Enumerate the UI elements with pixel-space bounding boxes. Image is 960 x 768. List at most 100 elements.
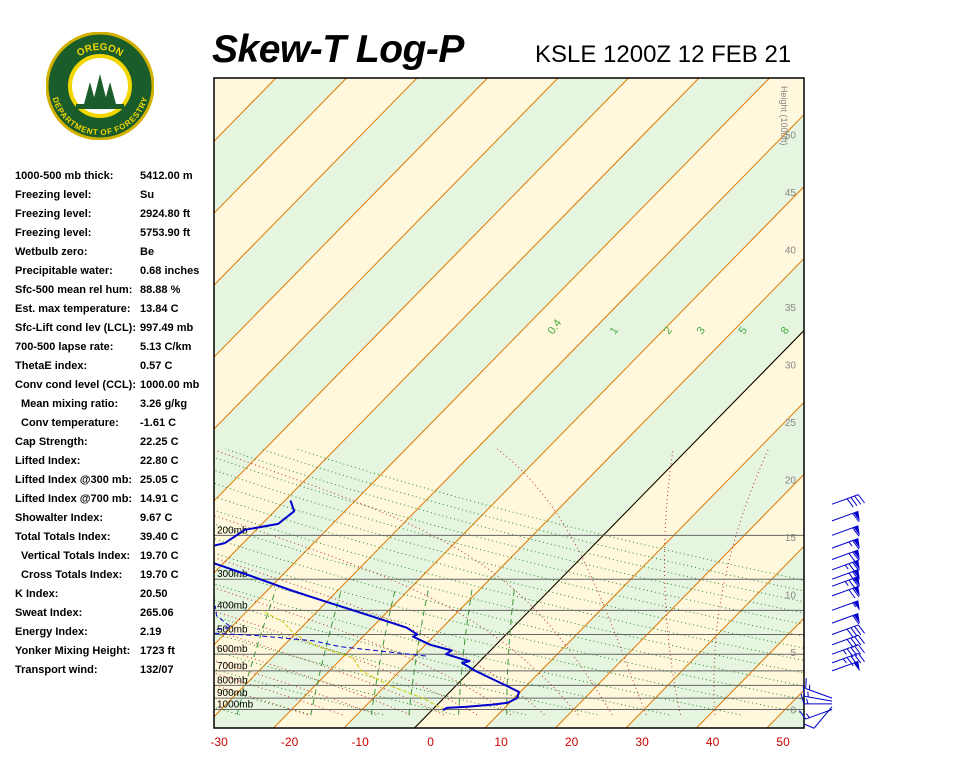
wind-barb-flag xyxy=(857,494,865,504)
wind-barb xyxy=(831,494,865,508)
wind-barb-flag xyxy=(854,625,862,635)
wind-barb-half-flag xyxy=(844,581,849,586)
oregon-forestry-logo: OREGON DEPARTMENT OF FORESTRY xyxy=(46,32,154,140)
wind-barb-shaft xyxy=(804,695,833,702)
wind-barb-flag xyxy=(852,615,860,625)
wind-barb-pennant xyxy=(853,661,860,672)
height-tick-label: 35 xyxy=(785,303,797,314)
wind-barb-flag xyxy=(848,579,856,589)
wind-barb-flag xyxy=(800,693,805,705)
index-value: 39.40 C xyxy=(140,531,179,543)
index-row: Cap Strength: 22.25 C xyxy=(15,436,215,455)
index-value: 13.84 C xyxy=(140,303,179,315)
index-row: Mean mixing ratio: 3.26 g/kg xyxy=(15,398,215,417)
index-label: Lifted Index @700 mb: xyxy=(15,493,133,505)
wind-barb xyxy=(799,709,833,720)
dry-adiabat-line xyxy=(214,567,804,714)
wind-barb-flag xyxy=(846,498,854,508)
index-label: 1000-500 mb thick: xyxy=(15,170,114,182)
mixing-ratio-line xyxy=(506,589,515,715)
wind-barb-shaft xyxy=(805,688,833,699)
wind-barb-flag xyxy=(846,639,854,648)
wind-barb-shaft xyxy=(805,709,833,720)
wind-barb-flag xyxy=(857,634,865,644)
chart-title: Skew-T Log-P xyxy=(212,28,464,71)
moist-adiabat-line xyxy=(214,610,478,716)
wind-barb-flag xyxy=(852,588,860,598)
height-tick-label: 40 xyxy=(785,246,797,257)
index-label: Cap Strength: xyxy=(15,436,88,448)
index-value: 997.49 mb xyxy=(140,322,194,334)
wind-barb-shaft xyxy=(831,624,859,635)
wind-barb-flag xyxy=(804,723,815,729)
wind-barb xyxy=(800,693,832,705)
temperature-profile-line xyxy=(214,500,520,711)
temperature-tick-label: -20 xyxy=(281,735,299,749)
wind-barb xyxy=(831,585,860,599)
temperature-tick-label: 10 xyxy=(494,735,508,749)
wind-barb-shaft xyxy=(831,569,859,580)
temperature-band xyxy=(214,78,804,717)
index-row: Freezing level: Su xyxy=(15,189,215,208)
wind-barb-shaft xyxy=(831,549,859,560)
wind-barb xyxy=(831,525,860,537)
wind-barb-half-flag xyxy=(807,691,809,697)
stability-indices-panel: 1000-500 mb thick: 5412.00 m Freezing leve… xyxy=(15,170,215,683)
isotherm-line xyxy=(214,113,804,718)
dry-adiabat-line xyxy=(225,448,804,603)
moist-adiabat-line xyxy=(664,448,681,715)
index-label: Total Totals Index: xyxy=(15,531,111,543)
isotherm-line xyxy=(555,473,804,728)
isotherm-line xyxy=(837,78,960,728)
dry-adiabat-line xyxy=(260,448,804,592)
pressure-label: 200mb xyxy=(217,525,248,536)
wind-barb-shaft xyxy=(831,538,859,549)
wind-barb-pennant xyxy=(853,511,860,522)
index-row: Transport wind: 132/07 xyxy=(15,664,215,683)
mixing-ratio-line xyxy=(236,589,277,715)
index-value: 2.19 xyxy=(140,626,162,638)
temperature-band xyxy=(214,114,804,728)
index-label: Yonker Mixing Height: xyxy=(15,645,131,657)
moist-adiabat-line xyxy=(214,672,343,716)
index-row: Cross Totals Index: 19.70 C xyxy=(15,569,215,588)
height-tick-label: 10 xyxy=(785,591,797,602)
wind-barb xyxy=(831,538,860,550)
wind-barb-flag xyxy=(854,654,862,664)
wind-barb-pennant xyxy=(853,613,860,624)
wind-barb-half-flag xyxy=(805,713,810,719)
wind-barb-flag xyxy=(857,644,865,654)
index-row: Energy Index: 2.19 xyxy=(15,626,215,645)
index-label: 700-500 lapse rate: xyxy=(15,341,114,353)
wind-barb-shaft xyxy=(813,706,833,729)
index-label: Showalter Index: xyxy=(15,512,104,524)
wind-barb-shaft xyxy=(831,494,859,505)
pressure-label: 300mb xyxy=(217,569,248,580)
index-row: 700-500 lapse rate: 5.13 C/km xyxy=(15,341,215,360)
wind-barb-shaft xyxy=(831,613,859,624)
index-value: 25.05 C xyxy=(140,474,179,486)
isotherm-line xyxy=(214,78,418,286)
dry-adiabat-line xyxy=(214,456,804,614)
index-label: Mean mixing ratio: xyxy=(21,398,119,410)
index-value: 1723 ft xyxy=(140,645,175,657)
index-label: Sweat Index: xyxy=(15,607,83,619)
wind-barb-flag xyxy=(846,657,854,667)
pressure-label: 900mb xyxy=(217,688,248,699)
index-value: 14.91 C xyxy=(140,493,179,505)
temperature-tick-label: 0 xyxy=(427,735,434,749)
index-label: Freezing level: xyxy=(15,189,92,201)
index-row: Freezing level: 5753.90 ft xyxy=(15,227,215,246)
wind-barb-shaft xyxy=(831,634,859,646)
wind-barb-pennant xyxy=(853,525,860,536)
index-label: Conv temperature: xyxy=(21,417,119,429)
index-row: ThetaE index: 0.57 C xyxy=(15,360,215,379)
index-value: 22.80 C xyxy=(140,455,179,467)
wind-barb-half-flag xyxy=(844,564,849,570)
dry-adiabat-line xyxy=(214,552,804,700)
temperature-tick-label: 40 xyxy=(706,735,720,749)
index-value: 19.70 C xyxy=(140,569,179,581)
wind-barb-half-flag xyxy=(848,541,853,547)
mixing-ratio-line xyxy=(370,589,396,715)
